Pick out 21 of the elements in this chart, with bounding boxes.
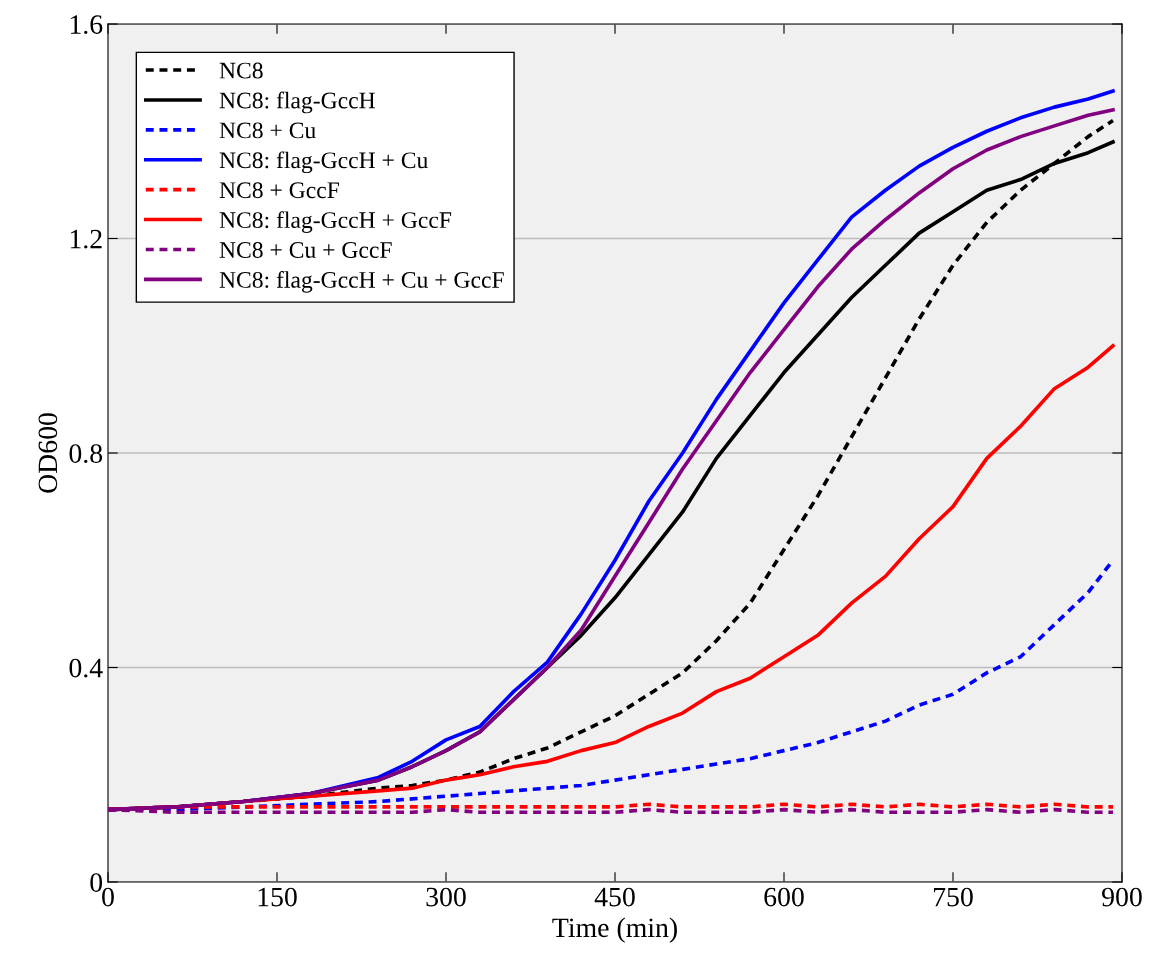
legend-label: NC8 + Cu	[219, 122, 316, 139]
legend-label: NC8: flag-GccH + GccF	[219, 211, 452, 233]
x-tick-label: 600	[764, 887, 804, 907]
legend-label: NC8: flag-GccH + Cu	[219, 151, 428, 174]
legend-label: NC8	[219, 62, 263, 79]
legend-label: NC8: flag-GccH	[219, 91, 375, 114]
y-tick-label: 0.4	[69, 658, 103, 678]
y-tick-label: 0.8	[69, 444, 103, 464]
x-tick-label: 900	[1102, 887, 1142, 907]
legend-label: NC8 + Cu + GccF	[219, 242, 392, 258]
y-axis-title: OD600	[38, 413, 58, 493]
y-tick-label: 0	[90, 873, 103, 892]
y-tick-label: 1.2	[70, 229, 102, 249]
legend-label: NC8: flag-GccH + Cu + GccF	[219, 271, 504, 293]
legend-label: NC8 + GccF	[219, 182, 339, 199]
y-tick-label: 1.6	[70, 15, 103, 35]
x-tick-label: 450	[594, 887, 635, 907]
x-axis-title: Time (min)	[552, 917, 677, 943]
x-tick-label: 300	[426, 887, 466, 907]
x-tick-label: 150	[258, 887, 297, 907]
x-tick-label: 750	[934, 887, 973, 907]
